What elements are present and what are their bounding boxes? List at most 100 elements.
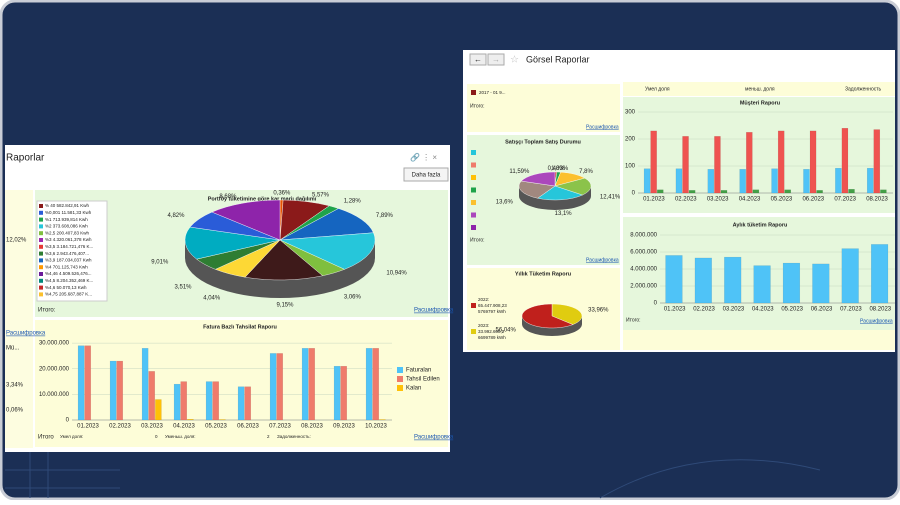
slice-label: 0,36%: [273, 190, 291, 196]
legend-entry: %3,6 2.943.476,407...: [45, 251, 89, 256]
bar: [643, 168, 651, 194]
slice-label: 13,6%: [496, 200, 514, 206]
side-value: Mü...: [6, 346, 20, 352]
bar: [212, 381, 219, 421]
side-value: 0,06%: [6, 408, 24, 414]
y-tick-label: 300: [625, 110, 636, 116]
slice-label: 4,04%: [203, 296, 221, 302]
bar: [752, 189, 760, 194]
bar: [784, 189, 791, 194]
bar: [84, 345, 91, 421]
panel-link[interactable]: Расшифровка: [586, 124, 619, 130]
forward-arrow[interactable]: →: [492, 55, 500, 64]
slice-label: 9,15%: [276, 303, 294, 309]
legend-swatch: [39, 244, 43, 249]
x-tick-label: 04.2023: [752, 307, 774, 313]
forward-button[interactable]: [487, 53, 505, 66]
bar: [180, 381, 187, 421]
bar: [379, 419, 386, 421]
bar: [301, 348, 309, 421]
legend-entry: %4,6 50.070,13 Kwh: [45, 285, 87, 290]
back-arrow[interactable]: ←: [474, 55, 482, 64]
legend-entry: 6699789 kWh: [478, 335, 506, 340]
bar: [777, 130, 785, 194]
legend-swatch: [39, 217, 43, 222]
bar: [665, 255, 683, 304]
legend-swatch: [471, 90, 476, 95]
x-tick-label: 07.2023: [269, 424, 291, 430]
legend-swatch: [39, 238, 43, 242]
panel-link[interactable]: Расшифровка: [860, 318, 893, 324]
bar: [173, 383, 181, 421]
slice-label: 11,59%: [509, 169, 530, 175]
x-tick-label: 05.2023: [771, 197, 793, 203]
bar: [746, 132, 753, 194]
panel-link[interactable]: Расшифровка: [414, 308, 454, 314]
bar: [205, 381, 213, 421]
footer: 2: [267, 434, 270, 439]
slice-label: 8,68%: [219, 194, 237, 200]
bar: [657, 189, 664, 194]
slice-label: 3,51%: [175, 285, 193, 291]
legend-entry: Tahsil Edilen: [406, 377, 440, 383]
pie-slice: [518, 180, 556, 199]
more-button-label[interactable]: Daha fazla: [412, 173, 441, 179]
side-value: 3,34%: [6, 383, 24, 389]
panel-title: Müşteri Raporu: [740, 100, 780, 106]
side-link[interactable]: Расшифровка: [6, 331, 46, 337]
footer: Умел доля:: [60, 434, 83, 439]
bar: [109, 360, 117, 421]
legend-entry: %3 4.320.061,378 Kwh: [45, 237, 92, 242]
slice-label: 1,28%: [344, 199, 362, 205]
legend-entry: %2 373.608,086 Kwh: [45, 224, 88, 229]
bar: [866, 167, 874, 194]
side-value: 12,02%: [6, 238, 27, 244]
legend-swatch: [397, 367, 403, 373]
x-tick-label: 04.2023: [173, 424, 195, 430]
bar: [340, 365, 347, 421]
back-button[interactable]: [469, 53, 487, 66]
slice-label: 56,04%: [496, 327, 517, 333]
x-tick-label: 01.2023: [664, 307, 686, 313]
footer: Итого:: [470, 103, 485, 109]
bar: [77, 345, 85, 421]
slice-label: 1,03%: [551, 166, 569, 172]
slice-label: 3,06%: [344, 294, 362, 300]
icons[interactable]: 🔗 ⋮ ×: [410, 152, 437, 162]
legend-swatch: [39, 265, 43, 270]
bar: [148, 371, 155, 421]
pie-slice: [520, 171, 556, 187]
x-tick-label: 05.2023: [781, 307, 803, 313]
footer: Итого: [38, 435, 54, 441]
y-tick-label: 2.000.000: [630, 284, 657, 290]
pie-slice: [537, 185, 584, 201]
slice-label: 9,01%: [151, 260, 169, 266]
legend-swatch: [471, 303, 476, 308]
x-tick-label: 03.2023: [723, 307, 745, 313]
panel-title: Satışçı Toplam Satış Durumu: [505, 139, 581, 145]
panel-link[interactable]: Расшифровка: [414, 435, 454, 441]
legend-swatch: [39, 258, 43, 263]
bar: [187, 419, 194, 421]
legend-swatch: [39, 251, 43, 256]
legend-entry: 2022:: [478, 297, 489, 302]
bar: [803, 169, 810, 194]
bar: [269, 353, 277, 421]
pie-slice: [279, 232, 376, 270]
legend-swatch: [39, 285, 43, 290]
star[interactable]: ☆: [510, 55, 519, 66]
more-button[interactable]: [403, 167, 449, 182]
y-tick-label: 10.000.000: [39, 392, 70, 398]
y-tick-label: 30.000.000: [39, 341, 70, 347]
legend-entry: %3,9 187.034,037 Kwh: [45, 258, 92, 263]
y-tick-label: 4.000.000: [630, 267, 657, 273]
x-tick-label: 06.2023: [802, 197, 824, 203]
panel-link[interactable]: Расшифровка: [586, 257, 619, 263]
x-tick-label: 02.2023: [693, 307, 715, 313]
slice-label: 10,94%: [386, 270, 407, 276]
bar-panel: [35, 320, 448, 447]
legend-entry: % 40 582.842,91 Kwh: [45, 203, 90, 208]
bar: [365, 348, 373, 421]
x-tick-label: 10.2023: [365, 424, 387, 430]
